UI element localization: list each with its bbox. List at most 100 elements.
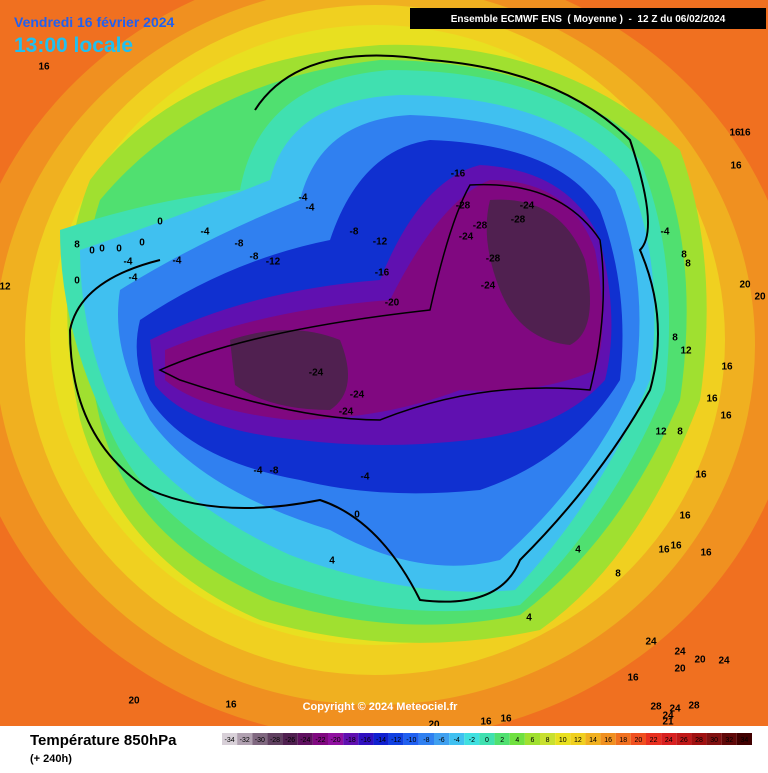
colorbar-swatch: [646, 733, 662, 745]
colorbar-swatch: [540, 733, 556, 745]
contour-label: 0: [139, 238, 145, 249]
contour-label: 8: [685, 259, 691, 270]
colorbar-swatch: [297, 733, 313, 745]
contour-label: 0: [89, 246, 95, 257]
colorbar-swatch: [418, 733, 434, 745]
contour-label: -24: [309, 368, 324, 379]
colorbar-tick-label: -4: [454, 737, 460, 744]
colorbar-swatch: [237, 733, 253, 745]
colorbar-swatch: [676, 733, 692, 745]
colorbar-swatch: [555, 733, 571, 745]
colorbar: -34 -32 -30 -28 -26 -24 -22 -20 -18 -16 -14 -12 -10-…: [222, 733, 752, 745]
contour-label: -4: [306, 203, 315, 214]
colorbar-tick-label: -10: [406, 737, 416, 744]
copyright: Copyright © 2024 Meteociel.fr: [303, 701, 459, 713]
contour-label: 4: [526, 613, 532, 624]
colorbar-swatch: [358, 733, 374, 745]
colorbar-swatch: [328, 733, 344, 745]
colorbar-tick-label: -28: [270, 737, 280, 744]
contour-label: 28: [650, 702, 662, 713]
contour-label: 0: [74, 276, 80, 287]
colorbar-tick-label: 8: [546, 737, 550, 744]
contour-label: 20: [428, 720, 440, 731]
variable-label: Température 850hPa: [30, 732, 177, 749]
colorbar-tick-label: 12: [574, 737, 582, 744]
contour-label: 28: [688, 701, 700, 712]
contour-label: -24: [459, 232, 474, 243]
colorbar-tick-label: 34: [741, 737, 749, 744]
contour-label: 0: [116, 244, 122, 255]
colorbar-tick-label: 26: [680, 737, 688, 744]
colorbar-swatch: [343, 733, 359, 745]
contour-label: 16: [706, 394, 718, 405]
colorbar-tick-label: 32: [725, 737, 733, 744]
colorbar-swatch: [630, 733, 646, 745]
contour-label: -28: [486, 254, 501, 265]
contour-label: 20: [694, 655, 706, 666]
contour-label: 8: [74, 240, 80, 251]
contour-label: -8: [235, 239, 244, 250]
contour-label: -24: [520, 201, 535, 212]
contour-label: 16: [739, 128, 751, 139]
date-label: Vendredi 16 février 2024: [14, 14, 175, 30]
colorbar-tick-label: -32: [240, 737, 250, 744]
contour-label: 8: [672, 333, 678, 344]
time-label: 13:00 locale: [14, 34, 133, 57]
contour-label: -4: [299, 193, 308, 204]
colorbar-swatch: [585, 733, 601, 745]
colorbar-tick-label: 28: [695, 737, 703, 744]
contour-label: 4: [329, 556, 335, 567]
contour-label: -8: [250, 252, 259, 263]
colorbar-swatch: [449, 733, 465, 745]
contour-label: -4: [201, 227, 210, 238]
contour-label: -4: [173, 256, 182, 267]
contour-label: -8: [270, 466, 279, 477]
colorbar-tick-label: -14: [376, 737, 386, 744]
colorbar-tick-label: -34: [225, 737, 235, 744]
banner-text: Ensemble ECMWF ENS ( Moyenne ) - 12 Z du…: [451, 14, 726, 25]
contour-label: 16: [700, 548, 712, 559]
lead-label: (+ 240h): [30, 753, 72, 765]
colorbar-swatch: [736, 733, 752, 745]
contour-label: -20: [385, 298, 400, 309]
colorbar-tick-label: -2: [469, 737, 475, 744]
contour-label: -24: [339, 407, 354, 418]
colorbar-swatch: [282, 733, 298, 745]
contour-label: -4: [129, 273, 138, 284]
zero-isotherm: [68, 54, 659, 603]
temperature-field: [0, 0, 768, 740]
contour-label: 16: [730, 161, 742, 172]
colorbar-tick-label: 16: [604, 737, 612, 744]
colorbar-tick-label: 4: [515, 737, 519, 744]
contour-label: 0: [99, 244, 105, 255]
colorbar-swatch: [524, 733, 540, 745]
colorbar-tick-label: 30: [710, 737, 718, 744]
contour-label: 16: [695, 470, 707, 481]
contour-label: 12: [680, 346, 692, 357]
colorbar-tick-label: -26: [285, 737, 295, 744]
colorbar-swatch: [464, 733, 480, 745]
colorbar-swatch: [252, 733, 268, 745]
contour-label: 20: [754, 292, 766, 303]
contour-label: 24: [662, 711, 674, 722]
colorbar-swatch: [661, 733, 677, 745]
contour-label: 16: [729, 128, 741, 139]
contour-label: 16: [670, 541, 682, 552]
contour-label: 0: [157, 217, 163, 228]
contour-label: 16: [720, 411, 732, 422]
colorbar-swatch: [479, 733, 495, 745]
contour-label: -16: [375, 268, 390, 279]
contour-label: 12: [0, 282, 11, 293]
contour-label: -16: [451, 169, 466, 180]
contour-label: -28: [511, 215, 526, 226]
contour-label: 16: [658, 545, 670, 556]
colorbar-tick-label: -24: [300, 737, 310, 744]
colorbar-tick-label: 2: [500, 737, 504, 744]
contour-label: 21: [662, 717, 674, 728]
colorbar-swatch: [403, 733, 419, 745]
contour-label: -12: [373, 237, 388, 248]
colorbar-tick-label: 18: [619, 737, 627, 744]
colorbar-tick-label: -18: [346, 737, 356, 744]
colorbar-swatch: [312, 733, 328, 745]
